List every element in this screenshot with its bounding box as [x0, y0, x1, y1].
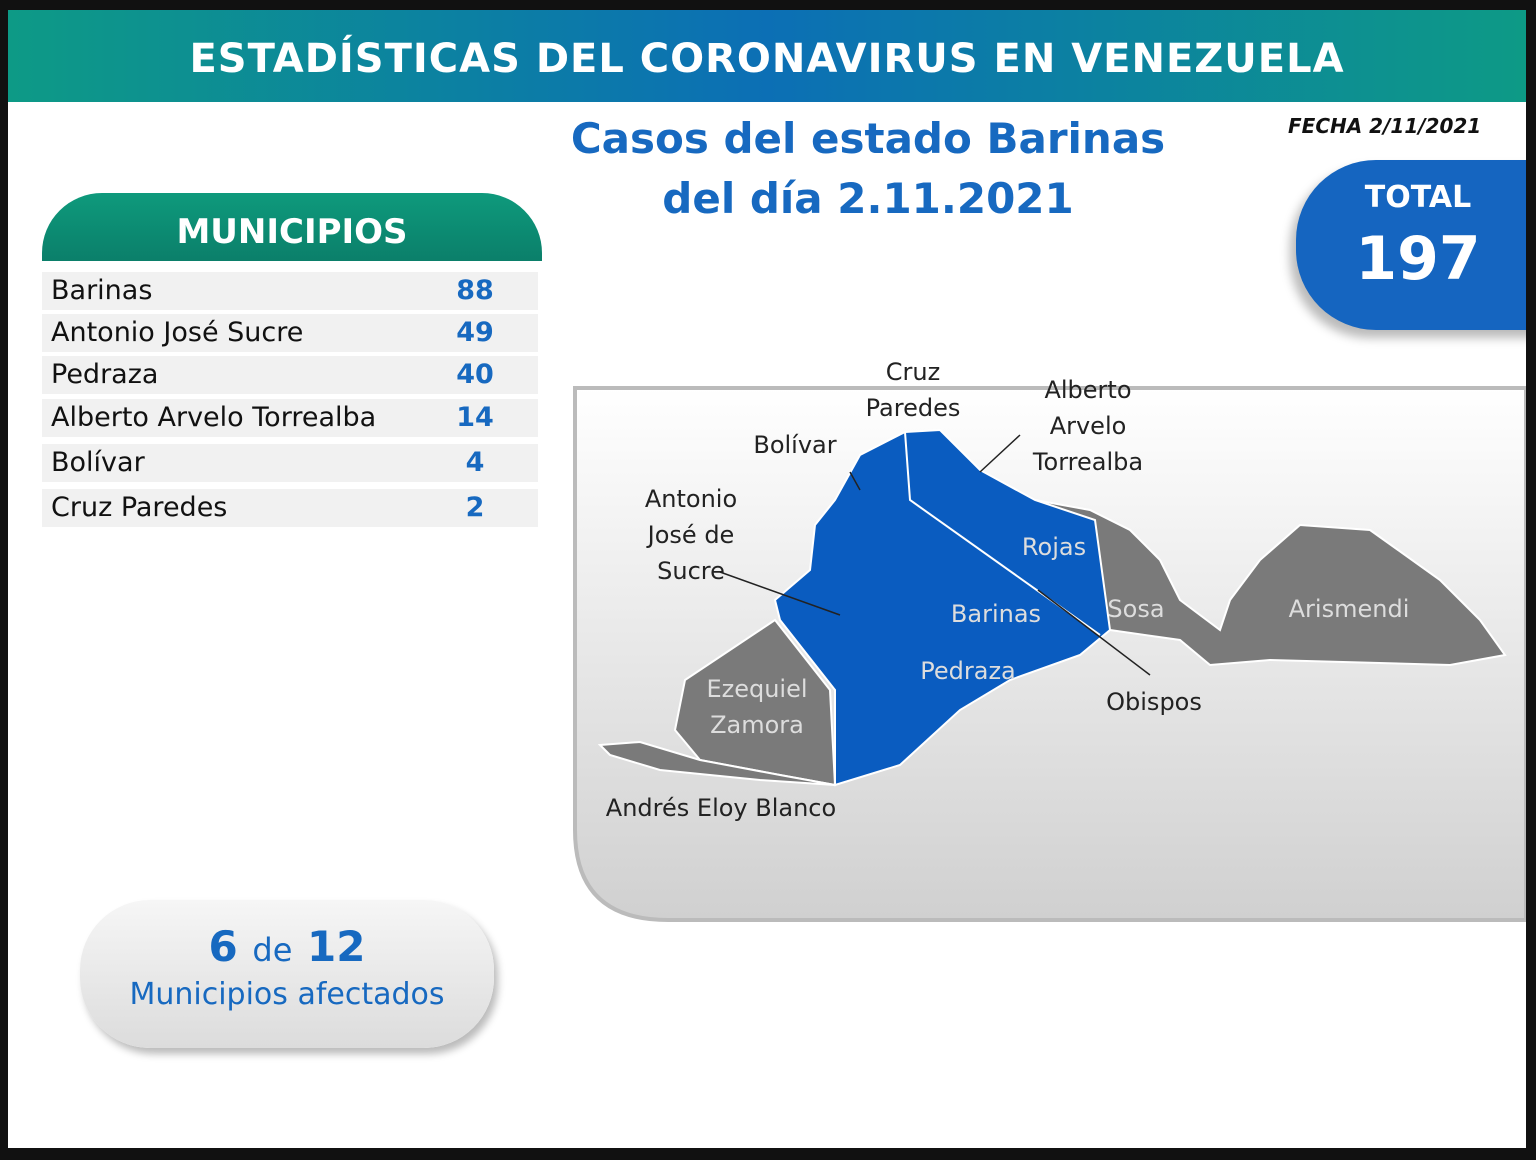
of: de: [252, 931, 293, 969]
municipality: Alberto Arvelo Torrealba: [42, 399, 413, 437]
map-label: Arvelo: [1050, 412, 1127, 440]
map-labels: Cruz Paredes Alberto Arvelo Torrealba Bolívar…: [606, 358, 1410, 822]
map-label: Alberto: [1044, 376, 1131, 404]
title: ESTADÍSTICAS DEL CORONAVIRUS EN VENEZUEL…: [189, 36, 1345, 82]
slide: ESTADÍSTICAS DEL CORONAVIRUS EN VENEZUEL…: [8, 10, 1526, 1148]
cases: 49: [412, 314, 538, 352]
map-label: Ezequiel: [706, 675, 807, 703]
map-label: Cruz: [886, 358, 940, 386]
map-label: Barinas: [951, 600, 1041, 628]
map-label: Antonio: [645, 485, 737, 513]
cases: 40: [412, 356, 538, 394]
table-row: Cruz Paredes 2: [42, 489, 538, 527]
map-label: Zamora: [710, 711, 804, 739]
date: FECHA 2/11/2021: [1288, 114, 1482, 138]
municipality: Barinas: [42, 272, 413, 310]
table-header: MUNICIPIOS: [42, 193, 542, 261]
summary-box: 6 de 12 Municipios afectados: [80, 900, 494, 1048]
map-label: José de: [646, 521, 735, 549]
table-row: Pedraza 40: [42, 356, 538, 394]
boundary: [904, 431, 1101, 636]
municipality: Antonio José Sucre: [42, 314, 413, 352]
total-label: TOTAL: [1364, 180, 1472, 215]
map-label: Andrés Eloy Blanco: [606, 794, 836, 822]
total-municipalities: 12: [307, 922, 366, 971]
map-label: Rojas: [1022, 533, 1086, 561]
map-label: Arismendi: [1289, 595, 1410, 623]
map-regions: [597, 428, 1507, 787]
map-label: Bolívar: [753, 431, 836, 459]
cases: 4: [412, 444, 538, 482]
cases: 14: [412, 399, 538, 437]
subtitle: del día 2.11.2021: [662, 174, 1074, 223]
table-row: Alberto Arvelo Torrealba 14: [42, 399, 538, 437]
subtitle: Casos del estado Barinas: [570, 114, 1166, 163]
summary-label: Municipios afectados: [129, 977, 445, 1012]
municipality: Cruz Paredes: [42, 489, 413, 527]
leader-lines: [719, 434, 1151, 676]
map-label: Obispos: [1106, 688, 1202, 716]
table-row: Antonio José Sucre 49: [42, 314, 538, 352]
map-label: Paredes: [866, 394, 961, 422]
total-box: TOTAL 197: [1296, 160, 1526, 330]
total-value: 197: [1355, 224, 1481, 294]
cases: 2: [412, 489, 538, 527]
table-row: Barinas 88: [42, 272, 538, 310]
municipality: Bolívar: [42, 444, 413, 482]
map-label: Sosa: [1107, 595, 1164, 623]
banner: ESTADÍSTICAS DEL CORONAVIRUS EN VENEZUEL…: [8, 10, 1526, 102]
affected: 6: [208, 922, 238, 971]
table-row: Bolívar 4: [42, 444, 538, 482]
map-label: Sucre: [657, 557, 725, 585]
region: [773, 428, 1112, 787]
map-label: Pedraza: [920, 657, 1016, 685]
map-label: Torrealba: [1032, 448, 1143, 476]
map: Cruz Paredes Alberto Arvelo Torrealba Bolívar…: [573, 358, 1526, 922]
municipality: Pedraza: [42, 356, 413, 394]
cases: 88: [412, 272, 538, 310]
